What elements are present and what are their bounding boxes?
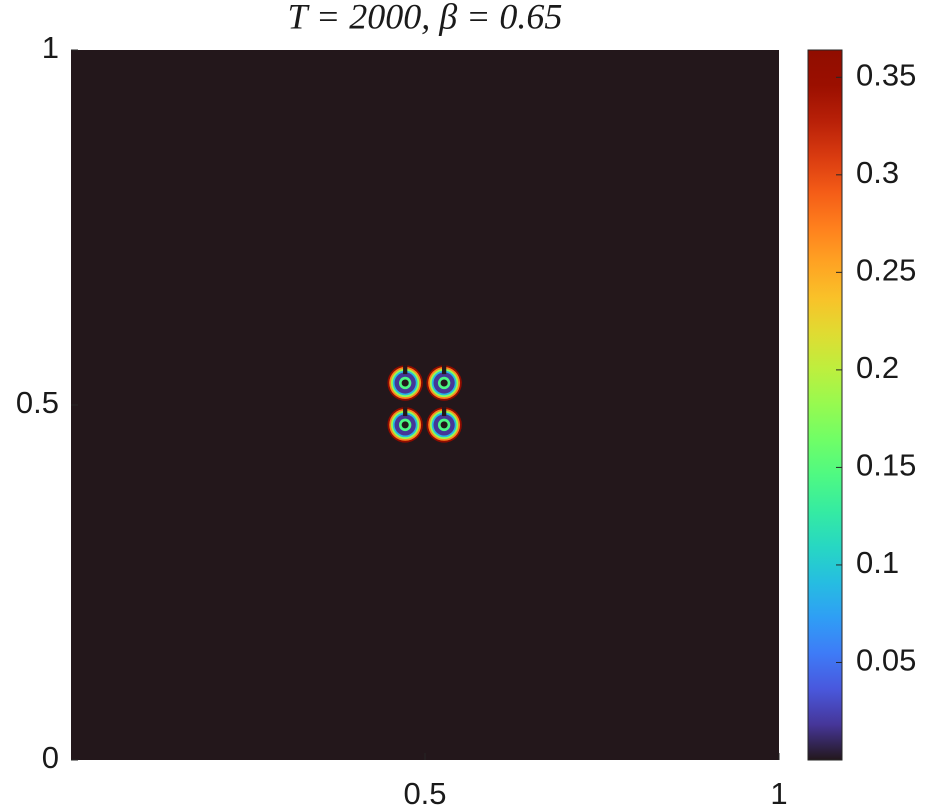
blob-gap: [403, 365, 408, 375]
blob-gap: [403, 407, 408, 417]
colorbar-tick-label: 0.15: [856, 448, 916, 483]
blob-ring: [401, 379, 409, 387]
blob-gap: [441, 365, 447, 375]
x-tick-label: 0.5: [403, 776, 446, 811]
blob: [426, 407, 462, 443]
heatmap-background: [71, 50, 779, 760]
chart-title: T = 2000, β = 0.65: [288, 0, 563, 36]
colorbar-tick-label: 0.2: [856, 350, 899, 385]
colorbar-tick-label: 0.25: [856, 253, 916, 288]
blob: [387, 407, 423, 443]
y-tick-label: 1: [42, 30, 59, 65]
y-tick-label: 0: [42, 740, 59, 775]
colorbar-tick-label: 0.1: [856, 545, 899, 580]
blob-ring: [440, 421, 448, 429]
blob-ring: [440, 379, 448, 387]
x-tick-label: 1: [770, 776, 787, 811]
colorbar-tick-label: 0.05: [856, 643, 916, 678]
blob-gap: [441, 407, 447, 417]
blob: [426, 365, 462, 401]
colorbar-tick-label: 0.35: [856, 57, 916, 92]
blob-ring: [401, 421, 409, 429]
colorbar-tick-label: 0.3: [856, 155, 899, 190]
y-tick-label: 0.5: [16, 385, 59, 420]
colorbar: [807, 49, 843, 761]
blob: [387, 365, 423, 401]
